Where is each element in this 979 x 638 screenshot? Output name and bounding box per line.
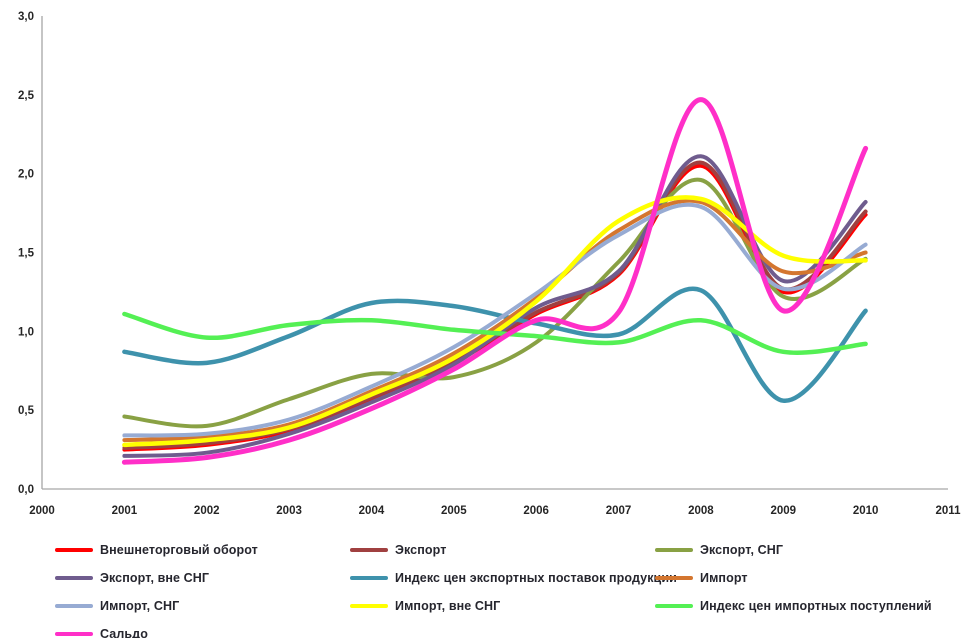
legend-line-swatch [350,576,388,580]
legend-label: Индекс цен импортных поступлений [700,599,932,613]
y-tick-label: 3,0 [18,11,34,23]
legend-line-swatch [655,576,693,580]
legend-line-swatch [655,548,693,552]
y-tick-label: 0,0 [18,484,34,496]
chart-svg: 0,0 0,5 1,0 1,5 2,0 2,5 3,0 2000 2001 2002 2003 200… [18,11,962,517]
series-line-import-cis[interactable] [122,202,868,438]
x-tick-label: 2010 [853,505,879,517]
x-tick-label: 2000 [29,505,55,517]
series-line-import-non-cis[interactable] [122,195,868,448]
legend-label: Индекс цен экспортных поставок продукции [395,571,677,585]
legend-line-swatch [655,604,693,608]
series-line-export[interactable] [122,160,868,450]
legend-line-swatch [55,632,93,636]
legend-item-import-non-cis[interactable]: Импорт, вне СНГ [350,599,655,613]
y-tick-label: 2,5 [18,90,35,102]
legend-label: Импорт [700,571,748,585]
x-tick-label: 2002 [194,505,220,517]
series-line-import-price-index[interactable] [122,311,868,355]
legend-item-export-price-index[interactable]: Индекс цен экспортных поставок продукции [350,571,677,585]
series-line-foreign-trade-turnover[interactable] [122,163,868,452]
x-tick-label: 2003 [276,505,302,517]
legend-line-swatch [350,604,388,608]
x-tick-label: 2007 [606,505,632,517]
legend-line-swatch [350,548,388,552]
series-line-export-non-cis[interactable] [122,154,868,458]
y-tick-label: 1,0 [18,326,34,338]
legend-label: Экспорт, вне СНГ [100,571,210,585]
legend-item-import-cis[interactable]: Импорт, СНГ [55,599,350,613]
y-tick-label: 2,0 [18,169,34,181]
legend-item-export-cis[interactable]: Экспорт, СНГ [655,543,969,557]
series-line-export-price-index[interactable] [122,286,868,403]
legend-line-swatch [55,576,93,580]
x-tick-label: 2008 [688,505,714,517]
x-tick-label: 2011 [936,505,962,517]
legend-label: Сальдо [100,627,148,638]
series-line-balance[interactable] [121,97,869,465]
legend-item-balance[interactable]: Сальдо [55,627,350,638]
legend-item-export[interactable]: Экспорт [350,543,655,557]
x-tick-label: 2004 [359,505,385,517]
series-line-import[interactable] [122,198,868,443]
y-tick-label: 0,5 [18,405,35,417]
y-tick-label: 1,5 [18,248,35,260]
legend-label: Внешнеторговый оборот [100,543,258,557]
legend-item-import-price-index[interactable]: Индекс цен импортных поступлений [655,599,969,613]
series-line-export-cis[interactable] [122,177,868,429]
chart-legend: Внешнеторговый оборот Экспорт Экспорт, С… [55,536,969,638]
legend-item-import[interactable]: Импорт [655,571,969,585]
x-tick-label: 2009 [770,505,796,517]
x-tick-label: 2005 [441,505,467,517]
x-tick-label: 2001 [112,505,138,517]
legend-label: Экспорт, СНГ [700,543,784,557]
legend-label: Экспорт [395,543,447,557]
legend-line-swatch [55,548,93,552]
legend-label: Импорт, вне СНГ [395,599,501,613]
legend-item-export-non-cis[interactable]: Экспорт, вне СНГ [55,571,350,585]
x-tick-label: 2006 [523,505,549,517]
legend-label: Импорт, СНГ [100,599,180,613]
legend-line-swatch [55,604,93,608]
legend-item-foreign-trade-turnover[interactable]: Внешнеторговый оборот [55,543,350,557]
